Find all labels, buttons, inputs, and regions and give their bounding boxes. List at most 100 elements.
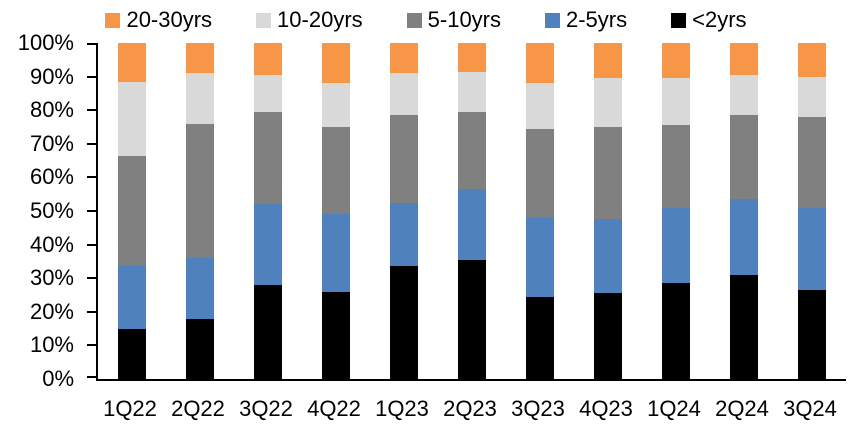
y-tick-mark: [87, 243, 96, 246]
legend-item-5: <2yrs: [671, 6, 747, 34]
x-category-label: 1Q22: [103, 396, 157, 421]
legend-item-4: 2-5yrs: [545, 6, 627, 34]
bar-column-3Q24: [778, 43, 846, 379]
bar-segment-2-5yrs: [118, 266, 146, 329]
bar-segment-<2yrs: [526, 296, 554, 379]
bar-segment-5-10yrs: [458, 111, 486, 190]
bar-segment-2-5yrs: [662, 207, 690, 284]
bar-column-2Q22: [166, 43, 234, 379]
stacked-bar-3Q23: [526, 43, 554, 379]
bar-segment-10-20yrs: [186, 73, 214, 124]
bar-segment-5-10yrs: [322, 127, 350, 215]
x-category-label: 4Q22: [307, 396, 361, 421]
bar-segment-20-30yrs: [798, 43, 826, 77]
bar-segment-10-20yrs: [390, 73, 418, 116]
bar-segment-2-5yrs: [526, 217, 554, 297]
bar-column-2Q23: [438, 43, 506, 379]
bar-segment-<2yrs: [322, 291, 350, 379]
x-category-label: 3Q22: [239, 396, 293, 421]
stacked-bar-1Q22: [118, 43, 146, 379]
bar-segment-2-5yrs: [186, 258, 214, 319]
legend-marker-icon: [545, 12, 560, 28]
bar-segment-10-20yrs: [526, 83, 554, 129]
x-category-label: 1Q23: [375, 396, 429, 421]
legend-marker-icon: [105, 12, 121, 28]
legend-item-2: 10-20yrs: [256, 6, 363, 34]
y-tick-label: 0%: [42, 366, 74, 391]
y-tick-label: 40%: [29, 231, 74, 257]
bar-segment-10-20yrs: [118, 81, 146, 156]
y-tick-mark: [87, 176, 96, 179]
y-tick-label: 10%: [29, 332, 74, 358]
bar-segment-5-10yrs: [798, 116, 826, 208]
bar-segment-<2yrs: [390, 266, 418, 379]
bar-segment-2-5yrs: [458, 189, 486, 260]
bar-segment-5-10yrs: [662, 125, 690, 208]
bar-column-1Q23: [370, 43, 438, 379]
stacked-bar-3Q24: [798, 43, 826, 379]
stacked-bar-2Q22: [186, 43, 214, 379]
bar-segment-20-30yrs: [594, 43, 622, 79]
x-category-label: 1Q24: [647, 396, 701, 421]
bar-segment-5-10yrs: [526, 128, 554, 218]
bar-segment-20-30yrs: [118, 43, 146, 82]
x-category-label: 2Q22: [171, 396, 225, 421]
bar-segment-10-20yrs: [322, 83, 350, 128]
legend-marker-icon: [406, 12, 422, 28]
legend-label: 10-20yrs: [277, 7, 363, 32]
bar-segment-<2yrs: [458, 259, 486, 379]
bar-segment-5-10yrs: [118, 155, 146, 267]
bar-segment-20-30yrs: [526, 43, 554, 84]
legend: 20-30yrs 10-20yrs 5-10yrs 2-5yrs <2yrs: [0, 6, 852, 34]
stacked-bar-3Q22: [254, 43, 282, 379]
legend-marker-icon: [671, 12, 687, 28]
x-category-label: 2Q23: [443, 396, 497, 421]
bar-segment-10-20yrs: [458, 71, 486, 112]
x-axis-labels: 1Q22 2Q22 3Q22 4Q22 1Q23 2Q23 3Q23 4Q23 1Q24 2Q24…: [96, 396, 844, 422]
bar-segment-20-30yrs: [322, 43, 350, 84]
y-tick-label: 50%: [29, 198, 74, 223]
legend-label: 2-5yrs: [566, 7, 628, 32]
y-tick-mark: [87, 210, 96, 212]
legend-label: 5-10yrs: [427, 7, 501, 32]
bar-segment-5-10yrs: [186, 123, 214, 259]
stacked-bar-4Q23: [594, 43, 622, 379]
legend-label: 20-30yrs: [126, 7, 213, 32]
bar-segment-5-10yrs: [730, 115, 758, 200]
y-tick-label: 30%: [29, 265, 74, 291]
x-category-label: 4Q23: [579, 396, 633, 421]
bar-segment-2-5yrs: [798, 207, 826, 290]
y-tick-label: 20%: [29, 298, 74, 324]
y-tick-label: 100%: [17, 30, 74, 55]
bar-segment-<2yrs: [798, 289, 826, 379]
bar-segment-5-10yrs: [594, 127, 622, 220]
bar-segment-2-5yrs: [322, 214, 350, 292]
y-tick-label: 90%: [29, 63, 74, 89]
bar-segment-2-5yrs: [390, 202, 418, 267]
bar-segment-10-20yrs: [254, 74, 282, 112]
y-tick-mark: [87, 310, 96, 313]
y-tick-mark: [87, 43, 96, 45]
legend-item-3: 5-10yrs: [406, 6, 501, 34]
legend-label: <2yrs: [692, 7, 747, 32]
y-tick-label: 80%: [29, 97, 74, 123]
bar-segment-<2yrs: [118, 328, 146, 379]
y-tick-mark: [87, 277, 96, 280]
legend-item-1: 20-30yrs: [105, 6, 212, 34]
bar-segment-20-30yrs: [254, 43, 282, 75]
stacked-bar-2Q24: [730, 43, 758, 379]
y-tick-mark: [87, 376, 96, 378]
bar-segment-20-30yrs: [458, 43, 486, 72]
y-tick-mark: [87, 109, 96, 112]
bar-column-1Q24: [642, 43, 710, 379]
bar-segment-20-30yrs: [730, 43, 758, 75]
x-category-label: 3Q23: [511, 396, 565, 421]
bar-column-3Q23: [506, 43, 574, 379]
y-tick-label: 60%: [29, 164, 74, 190]
stacked-bar-2Q23: [458, 43, 486, 379]
bar-segment-2-5yrs: [730, 199, 758, 275]
bar-segment-20-30yrs: [390, 43, 418, 74]
y-tick-mark: [87, 344, 96, 347]
bar-column-4Q22: [302, 43, 370, 379]
stacked-bar-4Q22: [322, 43, 350, 379]
